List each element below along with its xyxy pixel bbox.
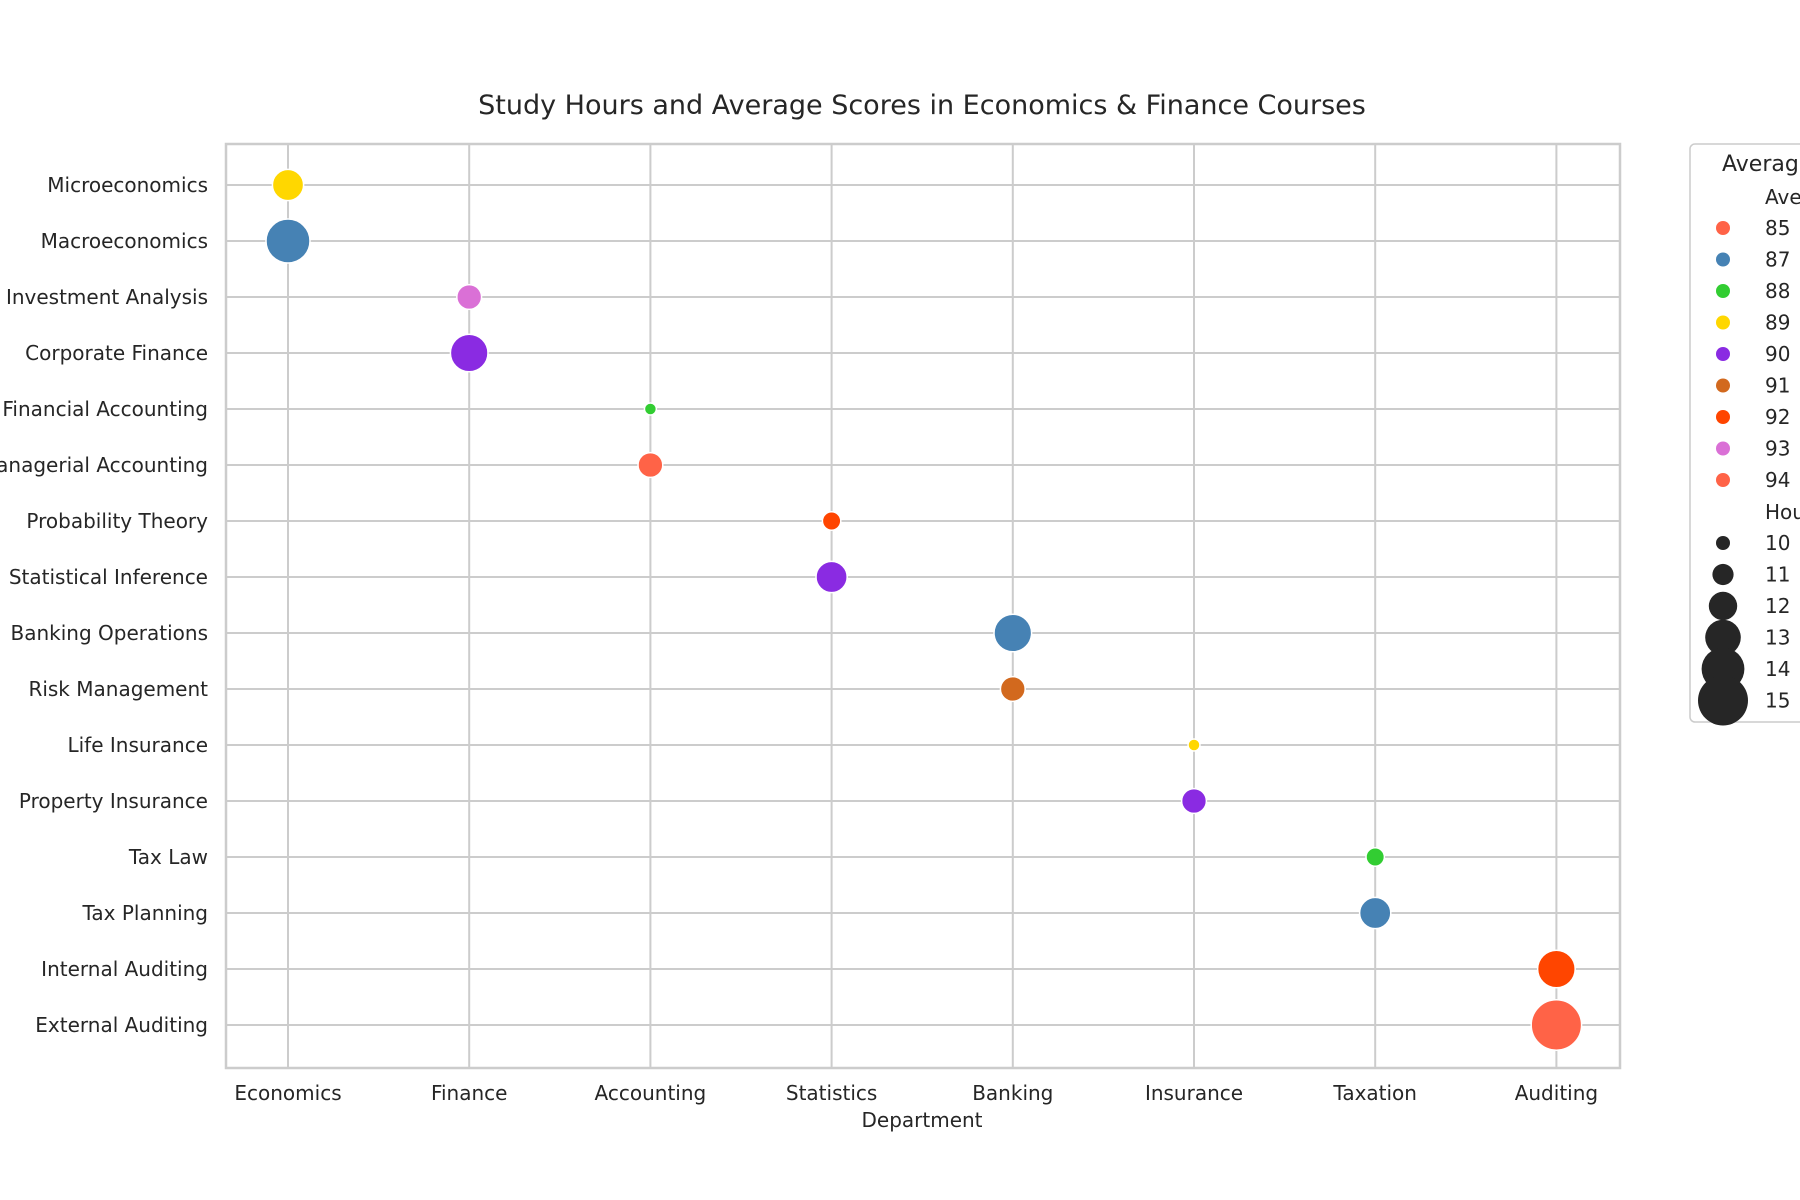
- y-tick-label: Probability Theory: [26, 509, 208, 533]
- legend-hue-marker: [1716, 347, 1730, 361]
- y-tick-label: Life Insurance: [67, 733, 208, 757]
- x-tick-label: Economics: [234, 1081, 341, 1105]
- x-tick-label: Finance: [431, 1081, 508, 1105]
- y-tick-label: External Auditing: [35, 1013, 208, 1037]
- legend-hue-marker: [1716, 252, 1730, 267]
- x-axis-ticks: Economics Finance Accounting Statistics Bank…: [234, 1081, 1598, 1105]
- legend-hue-marker: [1716, 315, 1730, 330]
- legend-hue-marker: [1716, 441, 1730, 456]
- legend-size-header: Hou: [1765, 500, 1800, 524]
- data-point: [821, 511, 842, 531]
- legend-hue-header: Ave: [1765, 185, 1800, 209]
- data-point: [271, 168, 305, 202]
- x-tick-label: Taxation: [1332, 1081, 1417, 1105]
- legend: Averag Ave 85 87 88 89 90 91 92 93 94 Hou 10 11 12 13 14…: [1689, 143, 1800, 726]
- legend-size-label: 11: [1765, 563, 1790, 587]
- legend-hue-label: 89: [1765, 311, 1790, 335]
- x-tick-label: Accounting: [595, 1081, 707, 1105]
- legend-hue-label: 91: [1765, 374, 1790, 398]
- data-points: [265, 168, 1583, 1051]
- legend-hue-marker: [1716, 410, 1730, 424]
- data-point: [1530, 999, 1583, 1051]
- y-tick-label: Microeconomics: [47, 173, 208, 197]
- data-point: [1358, 896, 1392, 930]
- legend-size-marker: [1705, 619, 1741, 656]
- data-point: [815, 560, 848, 594]
- legend-hue-label: 94: [1765, 468, 1790, 492]
- data-point: [643, 402, 658, 416]
- legend-size-label: 14: [1765, 657, 1790, 681]
- legend-hue-label: 92: [1765, 405, 1790, 429]
- legend-size-label: 12: [1765, 594, 1790, 618]
- data-point: [999, 675, 1026, 703]
- y-axis-ticks: Microeconomics Macroeconomics Investment A…: [0, 173, 208, 1037]
- data-point: [637, 451, 664, 479]
- data-point: [1180, 787, 1208, 815]
- legend-hue-marker: [1716, 378, 1730, 393]
- legend-size-marker: [1698, 675, 1748, 726]
- legend-hue-marker: [1716, 473, 1730, 487]
- x-tick-label: Insurance: [1145, 1081, 1243, 1105]
- legend-size-label: 13: [1765, 626, 1790, 650]
- y-tick-label: Risk Management: [28, 677, 208, 701]
- y-tick-label: Managerial Accounting: [0, 453, 208, 477]
- data-point: [449, 333, 489, 373]
- data-point: [1536, 949, 1576, 989]
- y-tick-label: Corporate Finance: [25, 341, 208, 365]
- data-point: [993, 613, 1033, 653]
- x-tick-label: Statistics: [786, 1081, 877, 1105]
- y-tick-label: Property Insurance: [19, 789, 208, 813]
- y-tick-label: Tax Planning: [81, 901, 208, 925]
- legend-hue-label: 88: [1765, 279, 1790, 303]
- y-tick-label: Macroeconomics: [41, 229, 208, 253]
- x-axis-label: Department: [861, 1108, 982, 1132]
- x-tick-label: Auditing: [1515, 1081, 1598, 1105]
- legend-hue-marker: [1716, 221, 1730, 235]
- chart-title: Study Hours and Average Scores in Econom…: [478, 90, 1366, 121]
- plot-frame: [224, 142, 1622, 1070]
- legend-title: Averag: [1722, 152, 1799, 177]
- data-point: [1187, 738, 1201, 752]
- legend-hue-label: 85: [1765, 216, 1790, 240]
- y-tick-label: Tax Law: [128, 845, 208, 869]
- x-tick-label: Banking: [972, 1081, 1053, 1105]
- y-tick-label: Financial Accounting: [2, 397, 208, 421]
- y-tick-label: Statistical Inference: [9, 565, 208, 589]
- y-tick-label: Internal Auditing: [41, 957, 208, 981]
- legend-size-marker: [1708, 591, 1738, 621]
- legend-size-label: 15: [1765, 689, 1790, 713]
- legend-hue-label: 87: [1765, 248, 1790, 272]
- data-point: [265, 218, 311, 264]
- grid: [226, 144, 1620, 1068]
- data-point: [1365, 847, 1386, 867]
- legend-hue-marker: [1716, 284, 1730, 298]
- legend-hue-label: 90: [1765, 342, 1790, 366]
- y-tick-label: Investment Analysis: [6, 285, 208, 309]
- legend-size-label: 10: [1765, 531, 1790, 555]
- y-tick-label: Banking Operations: [11, 621, 208, 645]
- legend-size-marker: [1716, 536, 1730, 550]
- legend-size-marker: [1712, 563, 1734, 586]
- legend-hue-label: 93: [1765, 437, 1790, 461]
- data-point: [456, 283, 483, 311]
